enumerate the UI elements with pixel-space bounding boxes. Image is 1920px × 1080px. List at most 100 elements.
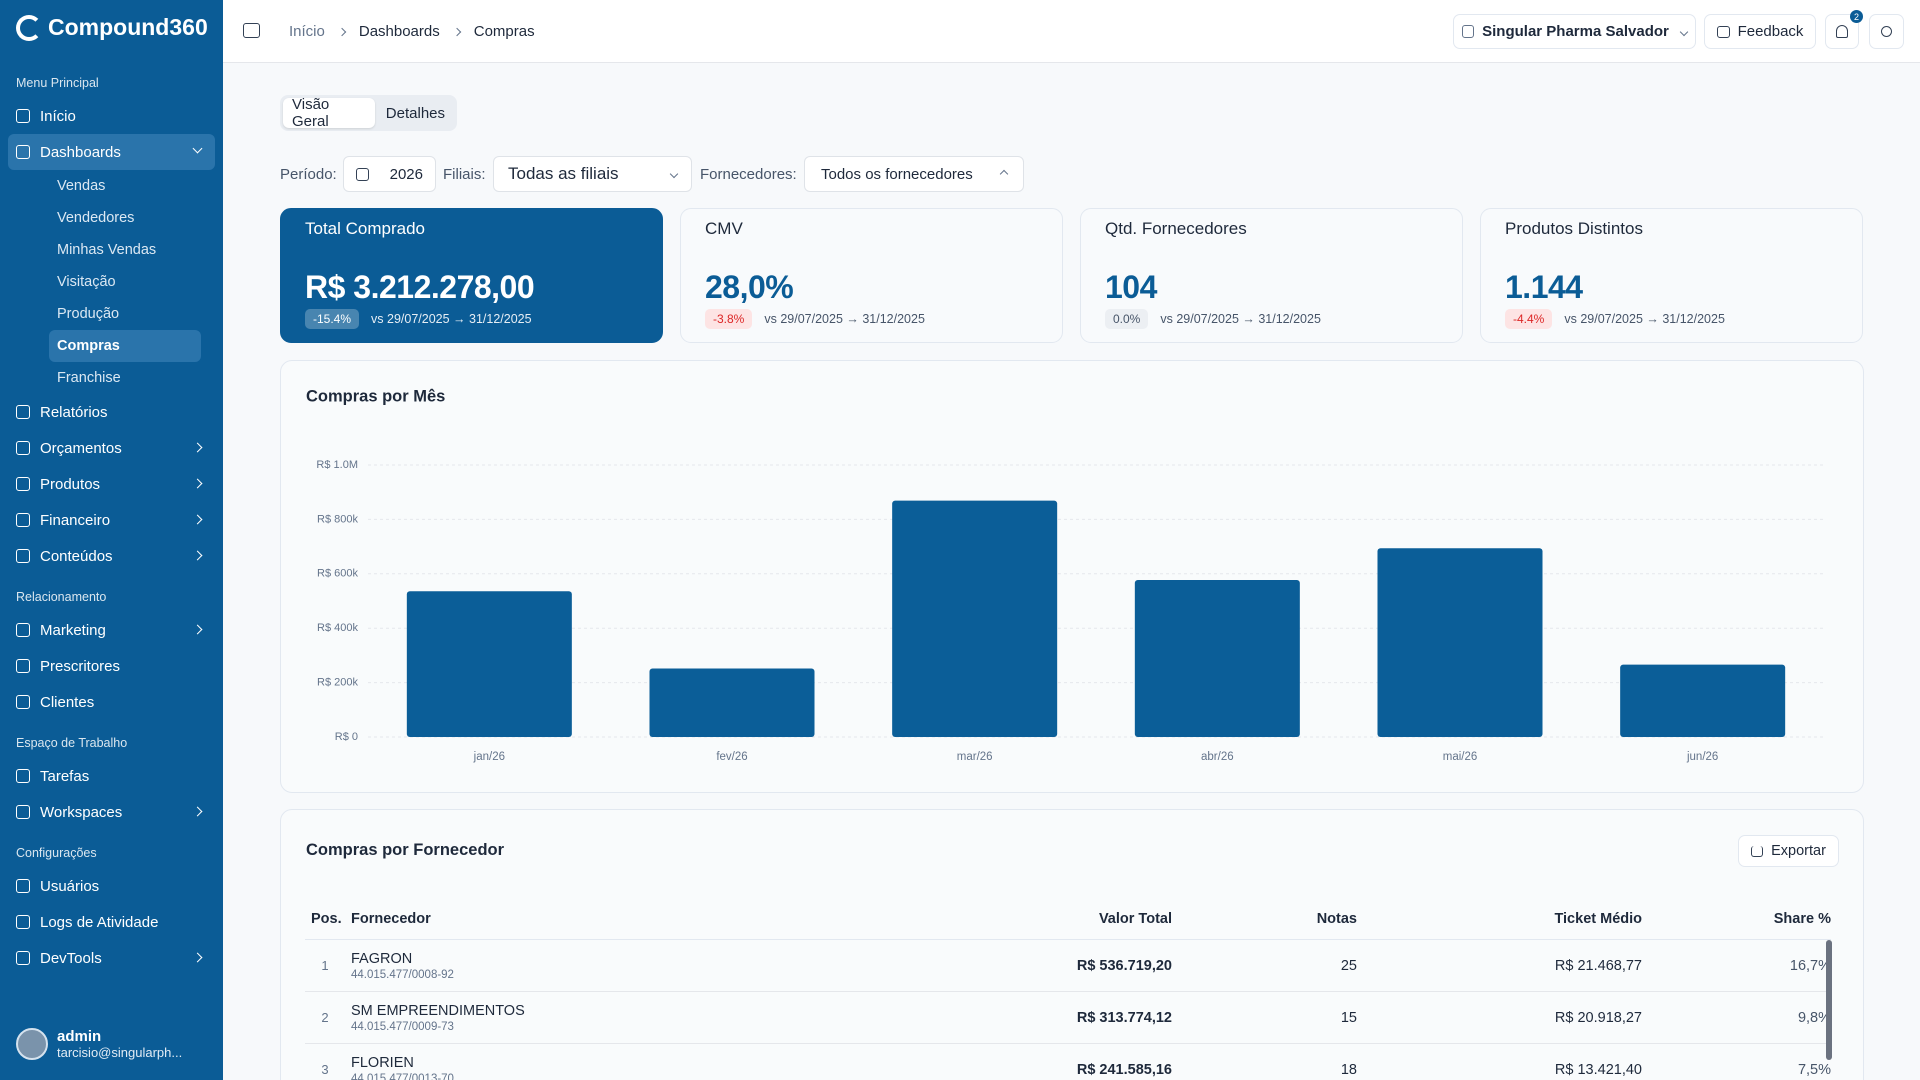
- subnav-item[interactable]: Visitação: [57, 274, 116, 290]
- ic: [16, 805, 30, 819]
- table-row[interactable]: 1 FAGRON 44.015.477/0008-92 R$ 536.719,20 25…: [305, 940, 1831, 992]
- supplier-cell: SM EMPREENDIMENTOS 44.015.477/0009-73: [345, 1003, 900, 1033]
- nav-item[interactable]: DevTools: [8, 940, 215, 976]
- kpi-value: 28,0%: [705, 269, 794, 305]
- subnav-item[interactable]: Produção: [57, 306, 120, 322]
- table-row[interactable]: 2 SM EMPREENDIMENTOS 44.015.477/0009-73 R$ …: [305, 992, 1831, 1044]
- ic: [16, 405, 30, 419]
- nav-item[interactable]: Usuários: [8, 868, 215, 904]
- ic: [1716, 25, 1730, 38]
- kpi-value: 104: [1105, 269, 1157, 305]
- section-title: Espaço de Trabalho: [16, 736, 128, 750]
- sidebar: Compound360 Menu Principal Início Dashbo…: [0, 0, 223, 1080]
- branch-select[interactable]: Todas as filiais: [493, 156, 692, 192]
- nav-item[interactable]: Orçamentos: [8, 430, 215, 466]
- user-menu[interactable]: admin tarcisio@singularph...: [16, 1028, 182, 1060]
- supplier-select[interactable]: Todos os fornecedores: [804, 156, 1024, 192]
- nav-label: Dashboards: [40, 143, 121, 161]
- table-title: Compras por Fornecedor: [306, 841, 505, 859]
- nav-item[interactable]: Dashboards: [8, 134, 215, 170]
- kpi-value: R$ 3.212.278,00: [305, 269, 535, 305]
- kpi-card[interactable]: Total Comprado R$ 3.212.278,00 -15.4% vs …: [280, 208, 663, 343]
- filter-label: Período:: [280, 165, 337, 183]
- nav-item[interactable]: Início: [8, 98, 215, 134]
- kpi-title: CMV: [705, 219, 743, 238]
- ic: [16, 477, 30, 491]
- nav-label: Workspaces: [40, 803, 123, 821]
- scrollbar[interactable]: [1826, 940, 1832, 1060]
- nav-label: Relatórios: [40, 403, 108, 421]
- y-tick-label: R$ 200k: [317, 677, 358, 689]
- crumb[interactable]: Dashboards: [358, 23, 440, 40]
- bar: [892, 500, 1058, 737]
- table-header: Pos. Fornecedor Valor Total Notas Ticket Méd…: [305, 898, 1831, 940]
- tab[interactable]: Detalhes: [385, 104, 445, 122]
- subnav-item[interactable]: Minhas Vendas: [57, 242, 157, 258]
- nav-item[interactable]: Tarefas: [8, 758, 215, 794]
- kpi-change: 0.0%: [1105, 309, 1149, 329]
- nav-item[interactable]: Conteúdos: [8, 538, 215, 574]
- crumb[interactable]: Início: [289, 23, 325, 40]
- period-picker[interactable]: 2026: [343, 156, 436, 192]
- y-tick-label: R$ 0: [335, 731, 358, 743]
- chev: [192, 952, 203, 963]
- kpi-change: -4.4%: [1505, 309, 1553, 329]
- supplier-name: FAGRON: [351, 950, 413, 967]
- column-header[interactable]: Valor Total: [1098, 910, 1172, 927]
- table-row[interactable]: 3 FLORIEN 44.015.477/0013-70 R$ 241.585,16 1…: [305, 1044, 1831, 1080]
- company-select[interactable]: Singular Pharma Salvador: [1453, 14, 1696, 49]
- crumb: Compras: [473, 23, 535, 40]
- nav-item[interactable]: Logs de Atividade: [8, 904, 215, 940]
- kpi-card[interactable]: Produtos Distintos 1.144 -4.4% vs 29/07/2…: [1480, 208, 1863, 343]
- nav-label: Logs de Atividade: [40, 913, 159, 931]
- chev: [192, 143, 203, 154]
- kpi-card[interactable]: CMV 28,0% -3.8% vs 29/07/2025 → 31/12/202…: [680, 208, 1063, 343]
- feedback-button[interactable]: Feedback: [1704, 14, 1816, 49]
- sep: [452, 27, 461, 36]
- nav-item[interactable]: Relatórios: [8, 394, 215, 430]
- row-position: 2: [321, 1010, 329, 1025]
- theme-toggle[interactable]: [1869, 14, 1904, 49]
- supplier-cell: FLORIEN 44.015.477/0013-70: [345, 1055, 900, 1080]
- nav-item[interactable]: Financeiro: [8, 502, 215, 538]
- filter-label: Filiais:: [443, 165, 486, 183]
- chev: [192, 624, 203, 635]
- kpi-comparison: vs 29/07/2025 → 31/12/2025: [371, 312, 532, 326]
- nav-item[interactable]: Produtos: [8, 466, 215, 502]
- row-position: 1: [321, 958, 329, 973]
- kpi-card[interactable]: Qtd. Fornecedores 104 0.0% vs 29/07/2025 …: [1080, 208, 1463, 343]
- nav-item[interactable]: Workspaces: [8, 794, 215, 830]
- subnav-item[interactable]: Franchise: [57, 370, 121, 386]
- average-ticket: R$ 21.468,77: [1554, 957, 1642, 974]
- nav-item[interactable]: Clientes: [8, 684, 215, 720]
- column-header[interactable]: Share %: [1773, 910, 1831, 927]
- nav-item[interactable]: Marketing: [8, 612, 215, 648]
- column-header[interactable]: Fornecedor: [351, 910, 431, 927]
- sidebar-toggle[interactable]: [243, 23, 260, 38]
- subnav-item[interactable]: Compras: [49, 330, 201, 362]
- nav-item[interactable]: Prescritores: [8, 648, 215, 684]
- bar: [1377, 548, 1543, 737]
- chev: [192, 806, 203, 817]
- tab[interactable]: Visão Geral: [283, 96, 375, 130]
- row-position: 3: [321, 1062, 329, 1077]
- kpi-comparison: vs 29/07/2025 → 31/12/2025: [764, 312, 925, 326]
- period-value: 2026: [389, 165, 423, 183]
- x-tick-label: jun/26: [1686, 751, 1718, 763]
- user-email: tarcisio@singularph...: [57, 1045, 183, 1060]
- subnav-item[interactable]: Vendas: [57, 178, 106, 194]
- ic: [16, 109, 30, 123]
- notifications-button[interactable]: 2: [1825, 10, 1863, 49]
- feedback-label: Feedback: [1737, 23, 1804, 40]
- subnav-item[interactable]: Vendedores: [57, 210, 135, 226]
- ic: [16, 695, 30, 709]
- column-header[interactable]: Notas: [1316, 910, 1357, 927]
- x-tick-label: fev/26: [716, 751, 747, 763]
- supplier-cnpj: 44.015.477/0013-70: [351, 1072, 454, 1080]
- column-header[interactable]: Ticket Médio: [1554, 910, 1642, 927]
- supplier-value: Todos os fornecedores: [821, 165, 973, 183]
- export-button[interactable]: Exportar: [1738, 835, 1839, 867]
- ic: [1836, 25, 1848, 38]
- brand[interactable]: Compound360: [16, 14, 208, 41]
- ic: [16, 659, 30, 673]
